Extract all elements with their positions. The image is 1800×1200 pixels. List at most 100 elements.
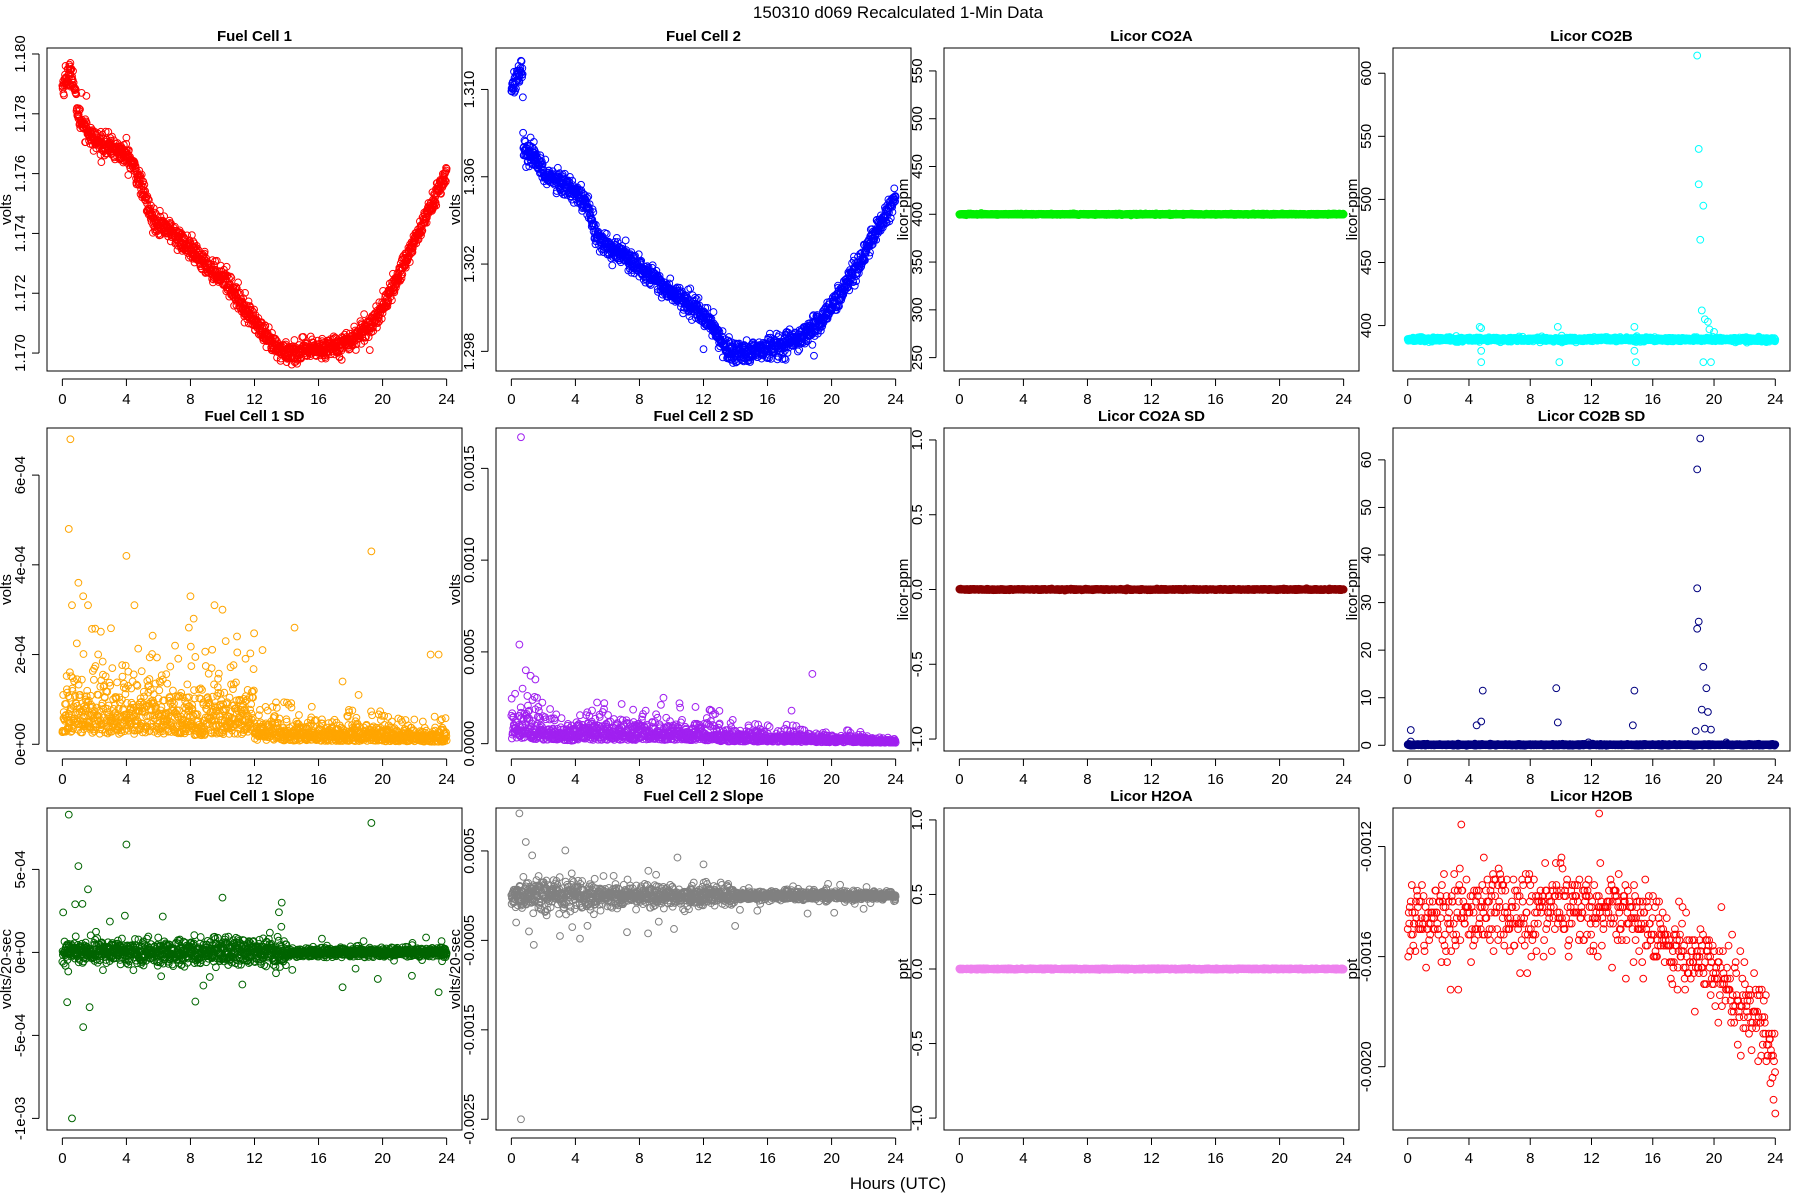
data-point: [612, 233, 621, 242]
data-point: [72, 90, 81, 99]
y-axis-label: licor-ppm: [895, 179, 912, 241]
x-tick-label: 0: [507, 391, 515, 408]
y-tick-label: 300: [909, 297, 926, 322]
data-point: [200, 247, 209, 256]
figure-title: 150310 d069 Recalculated 1-Min Data: [753, 3, 1044, 22]
data-point: [398, 270, 407, 279]
data-point: [378, 309, 387, 318]
data-point: [261, 322, 270, 330]
data-point: [818, 322, 827, 331]
plot-frame: [46, 47, 463, 372]
data-point: [865, 251, 874, 260]
data-point: [615, 256, 624, 265]
data-point: [709, 308, 718, 316]
x-tick-label: 20: [823, 391, 840, 408]
data-point: [637, 256, 646, 265]
data-point: [431, 198, 440, 207]
data-point: [714, 326, 723, 335]
data-point: [81, 122, 90, 131]
data-point: [590, 222, 599, 230]
x-axis: 0 4 8 12 16 20 24: [955, 378, 1352, 408]
data-point: [613, 238, 622, 246]
data-point: [857, 262, 866, 271]
data-point: [430, 202, 439, 211]
data-point: [264, 323, 273, 332]
data-point: [442, 164, 451, 173]
data-point: [101, 127, 110, 136]
data-point: [518, 93, 527, 102]
data-point: [351, 346, 360, 354]
data-point: [108, 132, 116, 141]
x-tick-label: 20: [1271, 391, 1288, 408]
x-tick-label: 24: [887, 391, 904, 408]
x-axis-label: Hours (UTC): [850, 1174, 946, 1193]
data-point: [724, 336, 733, 345]
data-point: [147, 201, 155, 210]
y-axis-label: volts: [447, 194, 464, 225]
data-point: [160, 212, 169, 221]
plot-frame: [943, 47, 1360, 372]
data-point: [832, 306, 841, 314]
data-point: [852, 277, 861, 286]
data-point: [361, 333, 370, 342]
data-point: [66, 59, 75, 67]
plot-frame: [495, 47, 912, 372]
data-point: [839, 290, 848, 299]
x-tick-label: 24: [1335, 391, 1352, 408]
x-axis: 0 4 8 12 16 20 24: [58, 378, 455, 408]
data-point: [886, 214, 895, 223]
panel-fc1: Fuel Cell 10 4 8 12 16 20 241.1701.1721.1741.1…: [0, 28, 463, 408]
x-tick-label: 12: [1143, 391, 1160, 408]
data-point: [367, 328, 375, 337]
data-point: [155, 206, 164, 215]
y-tick-label: 1.298: [461, 333, 478, 371]
data-point: [136, 175, 145, 184]
data-point: [703, 304, 712, 312]
data-point: [686, 284, 695, 293]
data-point: [589, 208, 598, 217]
data-point: [808, 340, 817, 349]
y-tick-label: 1.172: [12, 274, 29, 312]
data-point: [679, 309, 687, 318]
data-point: [144, 196, 153, 204]
y-tick-label: 1.302: [461, 245, 478, 283]
x-tick-label: 8: [1083, 391, 1091, 408]
data-point: [528, 143, 537, 151]
data-point: [137, 181, 146, 190]
data-point: [608, 261, 617, 270]
data-point: [518, 64, 527, 73]
data-point: [823, 314, 832, 323]
y-tick-label: 550: [909, 58, 926, 83]
data-point: [226, 272, 235, 281]
data-point: [553, 163, 562, 172]
data-point: [183, 231, 191, 240]
data-point: [151, 208, 159, 217]
x-tick-label: 0: [955, 391, 963, 408]
data-point: [405, 258, 414, 266]
data-point: [584, 192, 593, 201]
data-point: [602, 229, 611, 238]
x-tick-label: 24: [438, 391, 455, 408]
data-point: [568, 176, 577, 185]
data-point: [699, 345, 708, 354]
data-point: [694, 294, 703, 302]
data-point: [407, 249, 416, 258]
x-tick-label: 20: [374, 391, 391, 408]
data-point: [794, 347, 802, 356]
y-tick-label: 250: [909, 345, 926, 370]
x-tick-label: 16: [1207, 391, 1224, 408]
data-point: [701, 304, 710, 312]
data-point: [795, 345, 804, 354]
data-point: [746, 356, 755, 364]
panel-title: Licor CO2B: [1550, 28, 1633, 45]
data-point: [440, 179, 449, 188]
y-axis-label: volts: [0, 194, 15, 225]
data-point: [408, 248, 417, 257]
y-tick-label: 350: [909, 250, 926, 275]
data-point: [891, 197, 899, 206]
data-point: [845, 286, 854, 295]
